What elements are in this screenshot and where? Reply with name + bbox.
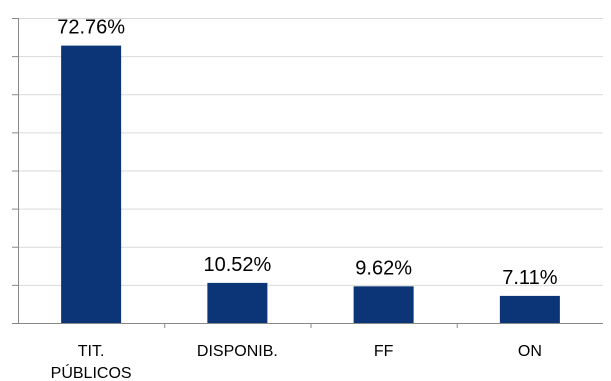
category-label: DISPONIB.: [197, 343, 278, 360]
category-label: TIT. PÚBLICOS: [51, 343, 132, 381]
category-label: ON: [518, 343, 542, 360]
data-label: 7.11%: [502, 267, 557, 289]
axes: [12, 18, 603, 328]
bar: [499, 295, 560, 323]
bars: [61, 45, 560, 323]
bar: [207, 282, 268, 323]
data-label: 9.62%: [355, 257, 412, 279]
bar: [353, 286, 414, 323]
data-label: 72.76%: [57, 17, 125, 39]
data-label: 10.52%: [203, 254, 271, 276]
category-label: FF: [374, 343, 394, 360]
category-labels: TIT. PÚBLICOS DISPONIB. FF ON: [51, 343, 542, 381]
bar: [61, 45, 122, 323]
data-labels: 72.76% 10.52% 9.62% 7.11%: [57, 17, 557, 289]
